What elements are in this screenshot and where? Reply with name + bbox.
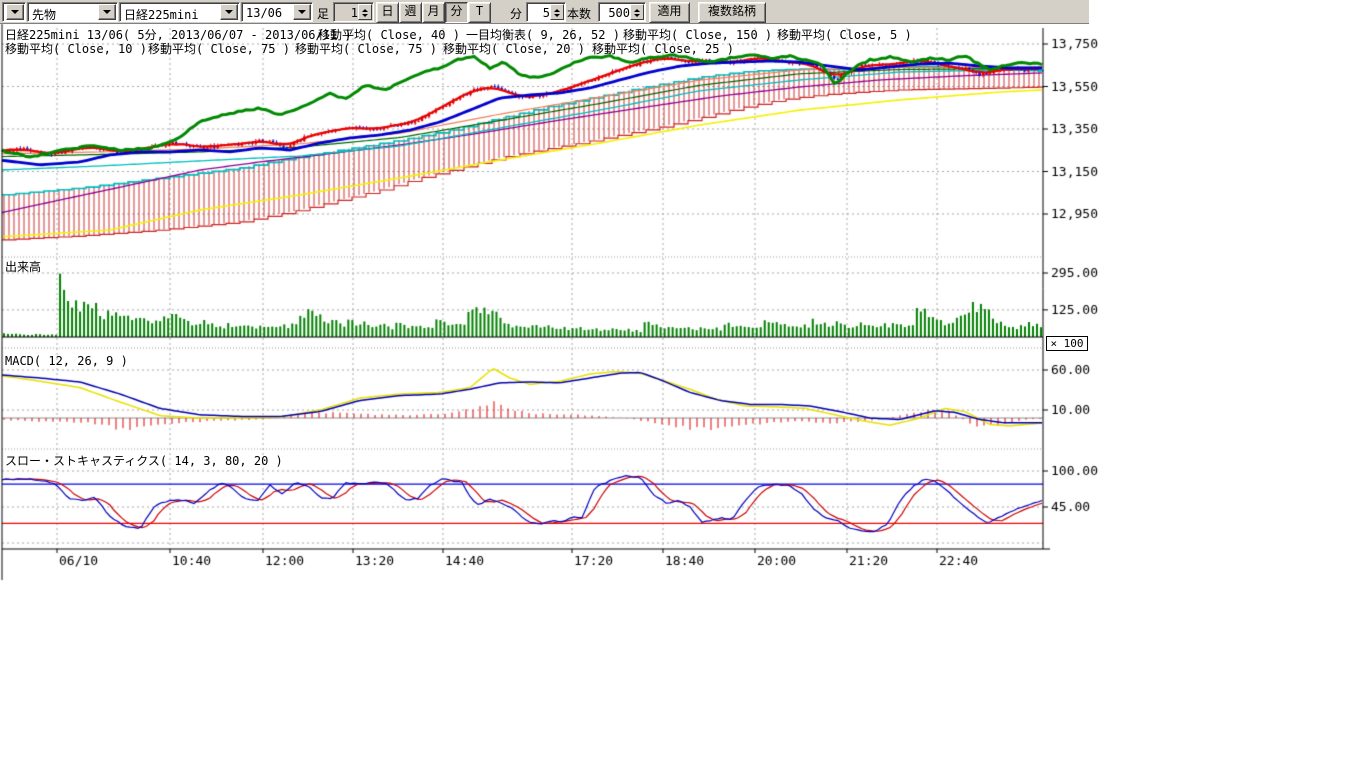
period-day-button[interactable]: 日 [376, 2, 399, 23]
spinner-buttons[interactable] [358, 4, 372, 20]
minute-interval-value: 5 [542, 6, 550, 20]
stoch-panel-label: スロー・ストキャスティクス( 14, 3, 80, 20 ) [5, 454, 283, 468]
bar-count-input[interactable]: 500 [598, 2, 646, 22]
period-minute-button[interactable]: 分 [445, 2, 468, 23]
period-month-button[interactable]: 月 [422, 2, 445, 23]
chevron-down-icon[interactable] [220, 4, 238, 20]
apply-button[interactable]: 適用 [649, 2, 690, 23]
legend-symbol-title: 日経225mini 13/06( 5分, 2013/06/07 - 2013/0… [5, 28, 352, 42]
count-label: 本数 [567, 7, 592, 21]
legend-ma25: 移動平均( Close, 25 ) [592, 42, 734, 56]
legend-ma5: 移動平均( Close, 5 ) [777, 28, 912, 42]
chevron-down-icon[interactable] [6, 4, 24, 20]
volume-multiplier-badge: × 100 [1046, 336, 1088, 351]
spinner-buttons[interactable] [550, 4, 564, 20]
chevron-down-icon[interactable] [293, 4, 311, 20]
contract-month-dropdown[interactable]: 13/06 [241, 2, 313, 22]
legend-ma10: 移動平均( Close, 10 ) [5, 42, 147, 56]
legend-ma150: 移動平均( Close, 150 ) [623, 28, 773, 42]
chevron-down-icon[interactable] [98, 4, 116, 20]
spinner-buttons[interactable] [630, 4, 644, 20]
category-dropdown[interactable]: 先物 [27, 2, 118, 22]
toolbar: 先物 日経225mini 13/06 足 1 日 週 月 分 T 分 5 本数 … [0, 0, 1089, 24]
symbol-value: 日経225mini [124, 8, 199, 22]
chart-region: 日経225mini 13/06( 5分, 2013/06/07 - 2013/0… [0, 23, 1366, 768]
multi-symbol-button[interactable]: 複数銘柄 [698, 2, 766, 23]
macd-panel-label: MACD( 12, 26, 9 ) [5, 354, 128, 368]
period-week-button[interactable]: 週 [399, 2, 422, 23]
legend-ma75b: 移動平均( Close, 75 ) [295, 42, 437, 56]
legend-ma40: 移動平均( Close, 40 ) [318, 28, 460, 42]
symbol-dropdown[interactable]: 日経225mini [119, 2, 240, 22]
bar-count-value: 500 [608, 6, 630, 20]
contract-value: 13/06 [246, 6, 283, 20]
legend-ma20: 移動平均( Close, 20 ) [443, 42, 585, 56]
legend-ichimoku: 一目均衡表( 9, 26, 52 ) [466, 28, 620, 42]
category-value: 先物 [32, 8, 57, 22]
mini-dropdown[interactable] [2, 2, 26, 22]
minute-label: 分 [510, 7, 523, 21]
minute-interval-input[interactable]: 5 [526, 2, 566, 22]
legend-ma75a: 移動平均( Close, 75 ) [148, 42, 290, 56]
volume-panel-label: 出来高 [5, 260, 42, 274]
bar-interval-input[interactable]: 1 [333, 2, 374, 22]
price-chart-canvas[interactable] [0, 23, 1366, 768]
bar-interval-value: 1 [350, 6, 358, 20]
period-tick-button[interactable]: T [468, 2, 491, 23]
bar-type-label: 足 [317, 7, 330, 21]
